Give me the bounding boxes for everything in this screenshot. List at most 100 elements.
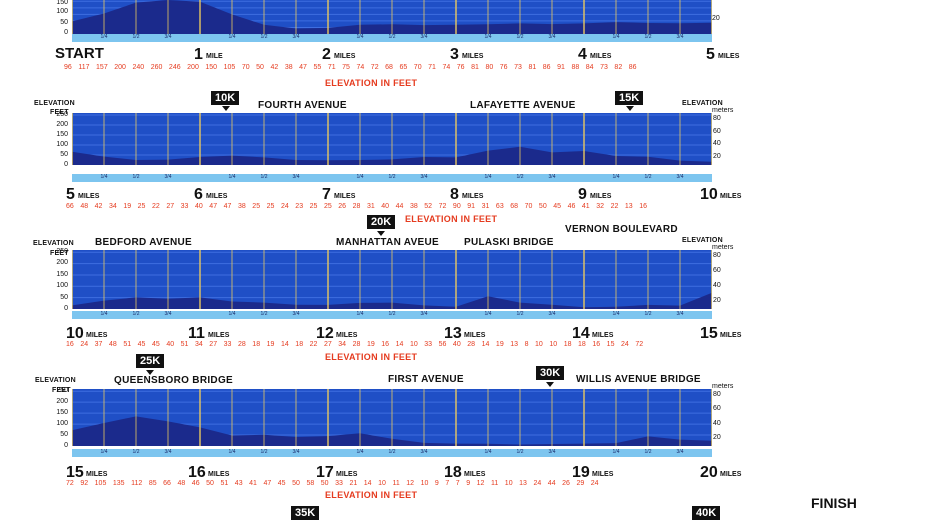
section-5-to-10: 10K 15K FOURTH AVENUE LAFAYETTE AVENUE E… <box>0 90 944 230</box>
mile-number: 18 <box>444 464 462 481</box>
mile-number: 14 <box>572 325 590 342</box>
elevation-title-2: ELEVATION IN FEET <box>325 352 418 362</box>
mile-unit: MILES <box>592 471 614 478</box>
y-tick-50: 50 <box>60 19 68 26</box>
quarter-mile-label: 3/4 <box>676 449 684 455</box>
quarter-mile-label: 1/2 <box>516 174 524 180</box>
quarter-mile-strip-2: 1/4 1/2 3/4 1/4 1/2 3/4 1/4 1/2 3/4 1/4 1/2 3/4 1/4 1… <box>72 311 712 319</box>
km-marker-15k-arrow <box>626 106 634 111</box>
quarter-mile-label: 1/2 <box>260 311 268 317</box>
mile-number: 7 <box>322 186 331 203</box>
quarter-mile-label: 1/4 <box>228 449 236 455</box>
quarter-mile-label: 3/4 <box>292 449 300 455</box>
y-tick-meters: 60 <box>713 267 721 274</box>
mile-number: 20 <box>700 464 718 481</box>
quarter-mile-label: 1/4 <box>356 174 364 180</box>
km-marker-10k-arrow <box>222 106 230 111</box>
street-fourth-avenue: FOURTH AVENUE <box>258 100 347 111</box>
quarter-mile-label: 1/2 <box>132 449 140 455</box>
quarter-mile-label: 1/2 <box>516 34 524 40</box>
quarter-mile-label: 1/2 <box>132 34 140 40</box>
mile-unit: MILES <box>464 332 486 339</box>
quarter-mile-label: 1/2 <box>644 174 652 180</box>
quarter-mile-label: 1/4 <box>484 34 492 40</box>
y-tick-feet: 150 <box>56 409 68 416</box>
km-marker-15k: 15K <box>615 91 644 105</box>
street-lafayette-avenue: LAFAYETTE AVENUE <box>470 100 576 111</box>
mile-number: 10 <box>66 325 84 342</box>
mile-number: 16 <box>188 464 206 481</box>
elevation-values-1: 66 48 42 34 19 25 22 27 33 40 47 47 38 2… <box>66 203 648 210</box>
quarter-mile-label: 1/4 <box>228 311 236 317</box>
quarter-mile-label: 1/2 <box>388 174 396 180</box>
y-tick-feet: 50 <box>60 151 68 158</box>
elevation-title-3: ELEVATION IN FEET <box>325 490 418 500</box>
section-start-to-5: 150 100 50 0 1/4 1/2 3/4 1/4 1/2 3/4 1/4 1/2 3/4… <box>0 0 944 90</box>
mile-unit: MILES <box>78 193 100 200</box>
quarter-mile-label: 1/4 <box>100 34 108 40</box>
elevation-title-0: ELEVATION IN FEET <box>325 78 418 88</box>
mile-number: 12 <box>316 325 334 342</box>
mile-unit: MILES <box>464 471 486 478</box>
km-marker-30k-arrow <box>546 382 554 387</box>
y-tick-meters: 80 <box>713 252 721 259</box>
quarter-mile-label: 3/4 <box>548 311 556 317</box>
y-tick-100: 100 <box>56 8 68 15</box>
mile-unit: MILES <box>86 332 108 339</box>
quarter-mile-label: 1/4 <box>100 449 108 455</box>
finish-label: FINISH <box>811 495 857 511</box>
mile-number: 2 <box>322 46 331 63</box>
mile-number: 9 <box>578 186 587 203</box>
y-tick-feet: 250 <box>56 111 68 118</box>
street-pulaski-bridge: PULASKI BRIDGE <box>464 237 554 248</box>
quarter-mile-label: 1/2 <box>516 311 524 317</box>
mile-number: 5 <box>706 46 715 63</box>
quarter-mile-label: 1/2 <box>132 311 140 317</box>
mile-number: 8 <box>450 186 459 203</box>
y-tick-feet: 200 <box>56 121 68 128</box>
mile-number: 15 <box>700 325 718 342</box>
mile-unit: MILES <box>590 193 612 200</box>
quarter-mile-label: 3/4 <box>548 34 556 40</box>
street-queensboro-bridge: QUEENSBORO BRIDGE <box>114 375 234 386</box>
mile-unit: MILES <box>206 193 228 200</box>
quarter-mile-label: 3/4 <box>292 174 300 180</box>
y-tick-meters: 20 <box>713 153 721 160</box>
quarter-mile-label: 1/2 <box>260 34 268 40</box>
quarter-mile-label: 1/4 <box>228 34 236 40</box>
km-marker-30k: 30K <box>536 366 565 380</box>
y-tick-feet: 100 <box>56 420 68 427</box>
mile-number: 11 <box>188 325 205 342</box>
quarter-mile-label: 1/2 <box>132 174 140 180</box>
quarter-mile-label: 3/4 <box>548 449 556 455</box>
elevation-plot-2 <box>72 250 712 309</box>
mile-number: 10 <box>700 186 718 203</box>
quarter-mile-label: 1/2 <box>516 449 524 455</box>
quarter-mile-strip-3: 1/4 1/2 3/4 1/4 1/2 3/4 1/4 1/2 3/4 1/4 1/2 3/4 1/4 1… <box>72 449 712 457</box>
mile-unit: MILES <box>334 53 356 60</box>
mile-unit: MILES <box>720 193 742 200</box>
y-axis-unit-right: meters <box>712 107 734 114</box>
y-axis-unit-left: FEET <box>50 109 69 116</box>
mile-unit: MILES <box>592 332 614 339</box>
mile-unit: MILES <box>86 471 108 478</box>
elevation-title-1: ELEVATION IN FEET <box>405 214 498 224</box>
km-marker-10k: 10K <box>211 91 240 105</box>
mile-number: 13 <box>444 325 462 342</box>
y-tick-feet: 150 <box>56 131 68 138</box>
mile-unit: MILES <box>720 332 742 339</box>
y-axis-title-right: ELEVATION <box>682 237 723 244</box>
km-marker-25k-arrow <box>146 370 154 375</box>
y-axis-unit-right: meters <box>712 244 734 251</box>
mile-number: 5 <box>66 186 75 203</box>
y-tick-feet: 50 <box>60 293 68 301</box>
quarter-mile-label: 1/2 <box>644 34 652 40</box>
y-tick-feet: 150 <box>56 270 68 278</box>
mile-unit: MILES <box>718 53 740 60</box>
elevation-plot-0 <box>72 0 712 34</box>
quarter-mile-label: 3/4 <box>420 311 428 317</box>
mile-number: 15 <box>66 464 84 481</box>
y-tick-feet: 250 <box>56 387 68 394</box>
quarter-mile-label: 3/4 <box>164 311 172 317</box>
